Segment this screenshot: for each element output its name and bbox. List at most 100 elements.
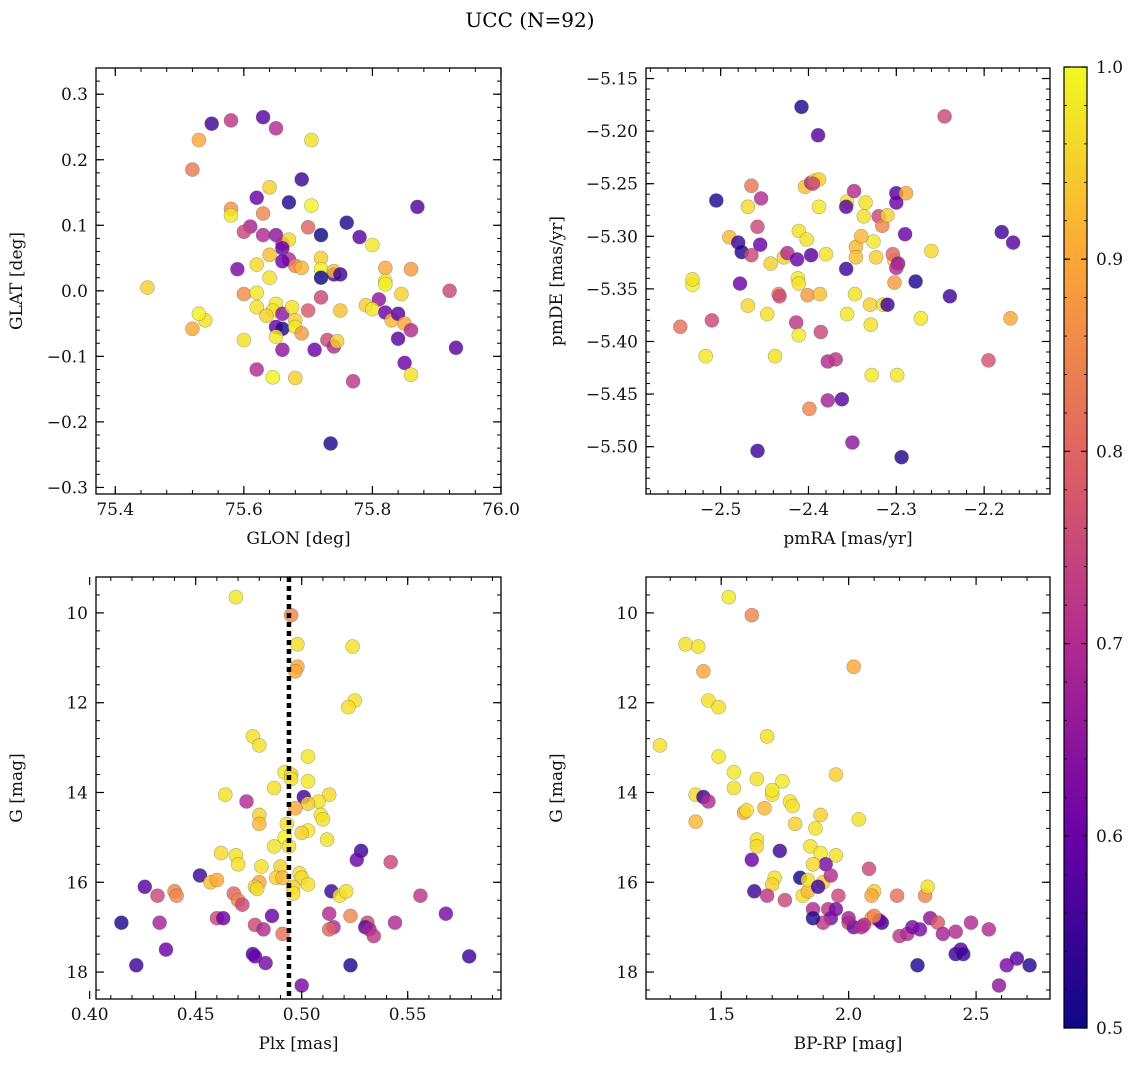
plx-g-point (247, 949, 263, 964)
plx-g-point (150, 888, 165, 904)
bprp-g-point (808, 821, 823, 836)
plx-g-x-tick-label: 0.40 (71, 1005, 109, 1025)
pmra-pmde-point (810, 128, 826, 143)
bprp-g-point (856, 917, 872, 933)
bprp-g-point (955, 946, 971, 962)
plx-g-y-tick-label: 14 (66, 783, 88, 803)
glon-glat-point (339, 215, 355, 230)
plx-g-point (258, 955, 273, 971)
pmra-pmde-y-tick-label: −5.35 (586, 280, 638, 300)
glon-glat-point (262, 270, 277, 286)
pmra-pmde-point (789, 252, 805, 267)
plx-g-point (254, 859, 269, 874)
plx-g-point (300, 796, 316, 812)
plx-g-point (349, 852, 365, 868)
colorbar-tick-label: 0.9 (1096, 250, 1123, 270)
glon-glat-point (365, 301, 380, 317)
bprp-g-point (805, 910, 821, 926)
plx-g-point (345, 639, 360, 654)
plx-g-point (129, 957, 144, 973)
glon-glat-point (304, 132, 319, 148)
bprp-g-point (864, 888, 879, 904)
plx-g-point (366, 928, 382, 944)
plx-g-point (321, 787, 337, 803)
plx-g-point (266, 780, 282, 796)
pmra-pmde-point (839, 306, 855, 322)
plx-g-point (343, 957, 358, 973)
bprp-g-point (861, 861, 877, 877)
bprp-g-point (759, 888, 775, 904)
pmra-pmde-y-axis-label: pmDE [mas/yr] (547, 216, 567, 346)
plx-g-x-tick-label: 0.50 (283, 1005, 321, 1025)
plx-g-point (215, 910, 231, 926)
glon-glat-point (410, 199, 425, 215)
bprp-g-point (935, 926, 951, 942)
bprp-g-point (813, 807, 828, 823)
bprp-g-point (800, 872, 816, 888)
pmra-pmde-point (805, 176, 821, 191)
pmra-pmde-point (740, 298, 756, 314)
pmra-pmde-point (1005, 235, 1021, 250)
bprp-g-point (991, 978, 1007, 993)
plx-g-point (114, 915, 129, 931)
glon-glat-x-tick-label: 75.4 (96, 500, 134, 520)
glon-glat-point (390, 331, 406, 347)
figure-title: UCC (N=92) (465, 8, 594, 32)
bprp-g-point (775, 773, 790, 789)
plx-g-point (287, 800, 303, 816)
plx-g-point (294, 825, 310, 841)
glon-glat-point (294, 172, 310, 187)
plx-g-point (251, 738, 267, 753)
plx-g-point (275, 926, 290, 942)
plx-g-point (209, 872, 225, 888)
glon-glat-point (223, 208, 239, 223)
bprp-g-y-tick-label: 16 (616, 873, 638, 893)
glon-glat-x-tick-label: 75.6 (225, 500, 263, 520)
plx-g-point (321, 906, 337, 922)
bprp-g-x-tick-label: 1.5 (708, 1005, 735, 1025)
pmra-pmde-x-tick-label: −2.3 (876, 500, 917, 520)
glon-glat-point (262, 247, 277, 263)
glon-glat-point (259, 308, 274, 324)
glon-glat-point (281, 195, 297, 210)
bprp-g-point (828, 767, 844, 782)
pmra-pmde-point (753, 191, 769, 206)
pmra-pmde-point (767, 348, 783, 364)
plx-g-point (300, 749, 316, 764)
bprp-g-x-axis-label: BP-RP [mag] (794, 1034, 903, 1054)
bprp-g-point (785, 798, 800, 814)
glon-glat-point (313, 227, 329, 243)
plx-g-axes-frame (95, 576, 502, 1000)
pmra-pmde-point (818, 246, 834, 262)
bprp-g-y-tick-label: 14 (616, 783, 638, 803)
bprp-g-point (920, 879, 936, 895)
pmra-pmde-y-tick-label: −5.50 (586, 438, 638, 458)
plx-g-point (239, 794, 254, 809)
pmra-pmde-point (812, 286, 828, 302)
glon-glat-axes-frame (95, 67, 502, 495)
plx-g-point (158, 942, 174, 957)
bprp-g-point (828, 847, 844, 863)
plx-g-point (249, 881, 265, 897)
pmra-pmde-point (788, 315, 804, 330)
pmra-pmde-point (889, 367, 905, 383)
glon-glat-point (255, 206, 271, 221)
bprp-g-point (678, 636, 693, 652)
glon-glat-point (255, 109, 271, 125)
pmra-pmde-point (838, 261, 854, 277)
bprp-g-point (999, 957, 1015, 973)
pmra-pmde-point (913, 310, 929, 326)
pmra-pmde-point (698, 348, 714, 364)
glon-glat-point (394, 286, 409, 302)
glon-glat-y-tick-label: −0.2 (47, 413, 88, 433)
bprp-g-point (772, 843, 788, 859)
pmra-pmde-point (752, 237, 768, 252)
plx-g-y-tick-label: 10 (66, 604, 88, 624)
plx-g-point (264, 908, 280, 924)
bprp-g-point (726, 780, 742, 796)
glon-glat-point (140, 280, 155, 295)
bprp-g-point (744, 607, 760, 623)
glon-glat-point (313, 270, 329, 286)
pmra-pmde-point (834, 391, 850, 407)
